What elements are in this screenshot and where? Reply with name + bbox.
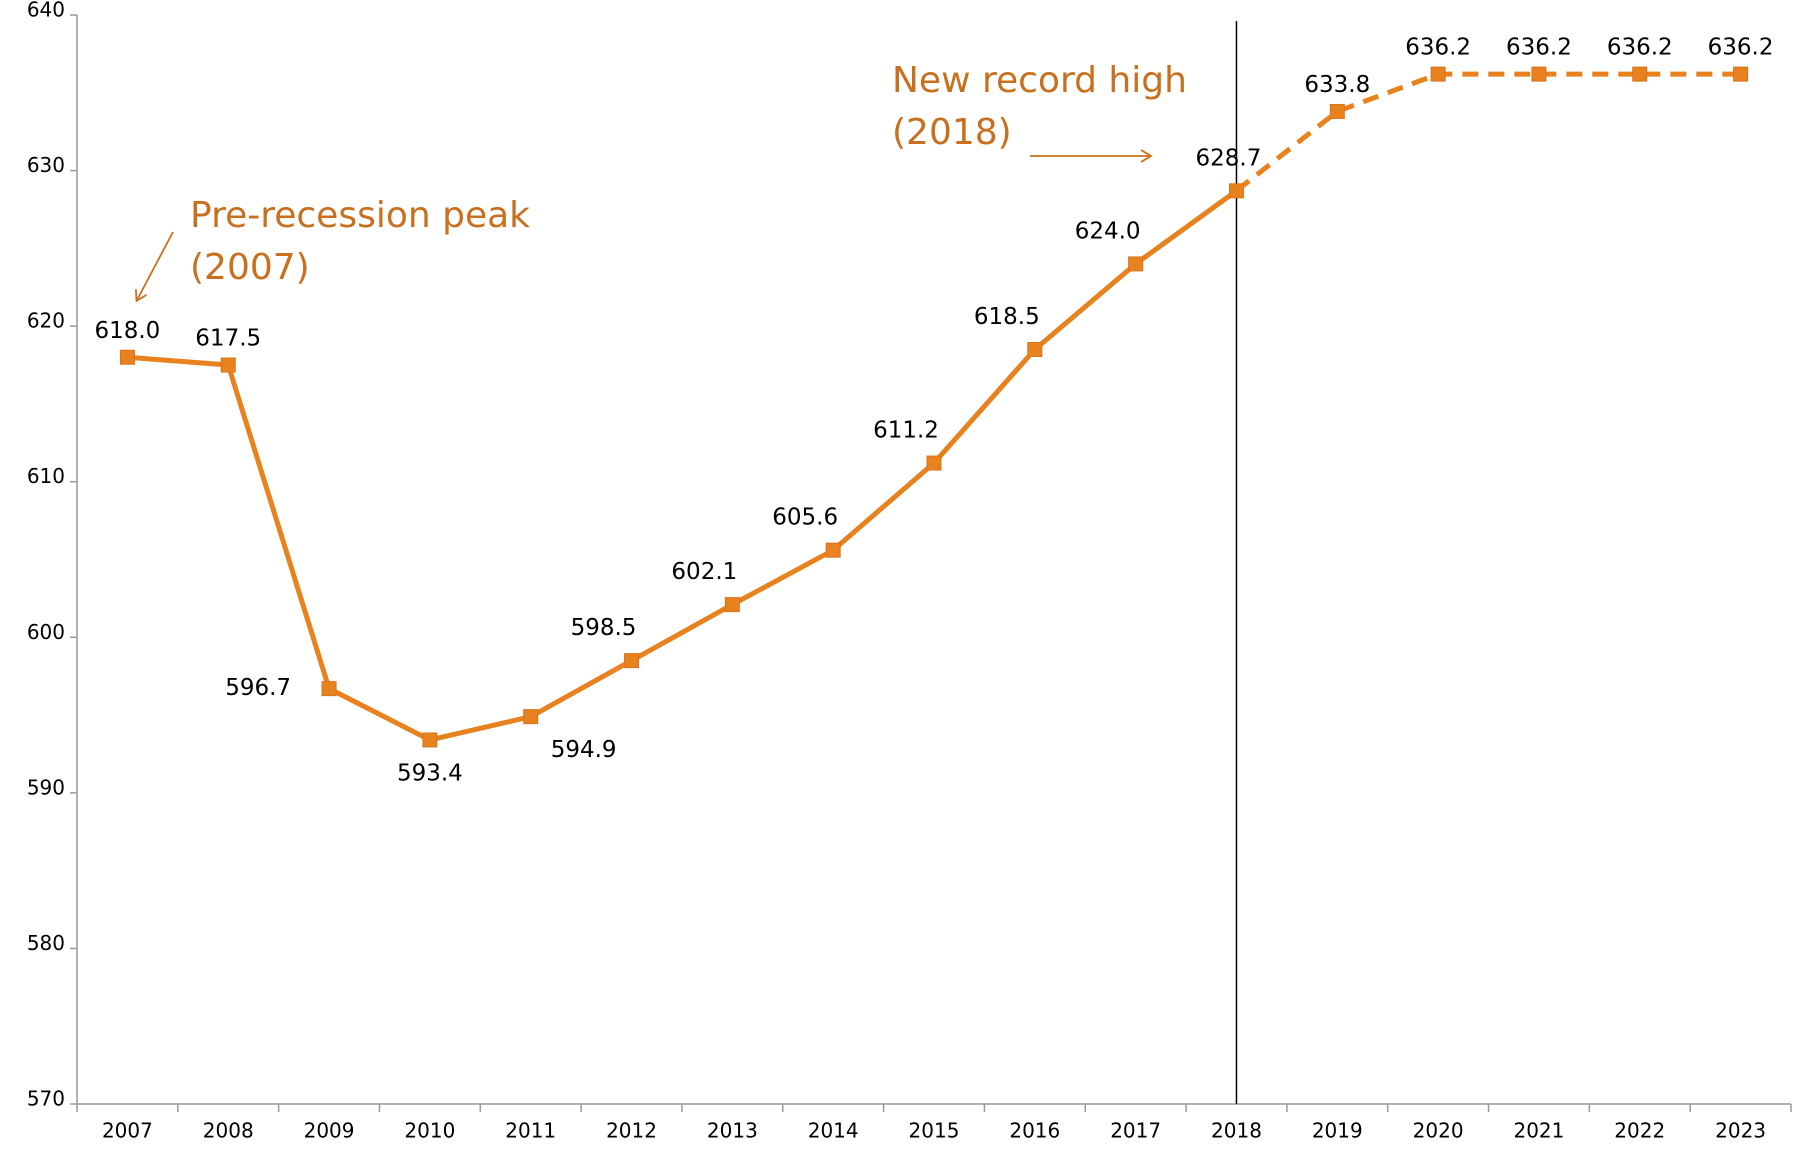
marker — [624, 653, 640, 669]
annotation: New record high — [892, 60, 1187, 101]
data-label: 628.7 — [1196, 145, 1262, 171]
x-tick-label: 2010 — [404, 1119, 455, 1143]
data-label: 618.0 — [94, 318, 160, 344]
y-tick-label: 570 — [27, 1087, 65, 1111]
annotation: Pre-recession peak — [190, 195, 530, 236]
marker — [220, 357, 236, 373]
x-tick-label: 2020 — [1413, 1119, 1464, 1143]
annotation-arrow — [135, 231, 174, 303]
marker — [119, 349, 135, 365]
data-label: 602.1 — [671, 559, 737, 585]
marker — [1632, 66, 1648, 82]
data-label: 594.9 — [551, 737, 617, 763]
marker — [422, 732, 438, 748]
x-tick-label: 2017 — [1110, 1119, 1161, 1143]
marker — [1531, 66, 1547, 82]
data-label: 636.2 — [1506, 35, 1572, 61]
x-tick-label: 2023 — [1715, 1119, 1766, 1143]
x-tick-label: 2018 — [1211, 1119, 1262, 1143]
x-tick-label: 2012 — [606, 1119, 657, 1143]
x-tick-label: 2016 — [1009, 1119, 1060, 1143]
marker — [1733, 66, 1749, 82]
y-tick-label: 630 — [27, 153, 65, 177]
marker — [1228, 183, 1244, 199]
x-tick-label: 2009 — [304, 1119, 355, 1143]
marker — [321, 681, 337, 697]
data-line — [127, 188, 1238, 743]
x-tick-label: 2021 — [1513, 1119, 1564, 1143]
annotation: (2007) — [190, 247, 310, 288]
y-tick-label: 600 — [27, 620, 65, 644]
data-label: 611.2 — [873, 418, 939, 444]
data-label: 598.5 — [571, 615, 637, 641]
marker — [1128, 256, 1144, 272]
data-label: 596.7 — [225, 675, 291, 701]
marker — [926, 455, 942, 471]
y-tick-label: 590 — [27, 775, 65, 799]
x-tick-label: 2022 — [1614, 1119, 1665, 1143]
marker — [1329, 103, 1345, 119]
y-tick-label: 610 — [27, 464, 65, 488]
data-label: 636.2 — [1708, 35, 1774, 61]
x-tick-label: 2008 — [203, 1119, 254, 1143]
x-tick-label: 2019 — [1312, 1119, 1363, 1143]
data-label: 617.5 — [195, 326, 261, 352]
annotation: (2018) — [892, 112, 1012, 153]
marker — [825, 542, 841, 558]
y-tick-label: 620 — [27, 309, 65, 333]
marker — [1430, 66, 1446, 82]
marker — [1027, 341, 1043, 357]
data-label: 605.6 — [772, 505, 838, 531]
marker — [523, 709, 539, 725]
x-tick-label: 2013 — [707, 1119, 758, 1143]
data-label: 636.2 — [1405, 35, 1471, 61]
y-tick-label: 580 — [27, 931, 65, 955]
x-tick-label: 2007 — [102, 1119, 153, 1143]
data-label: 593.4 — [397, 760, 463, 786]
x-tick-label: 2015 — [909, 1119, 960, 1143]
data-line — [1234, 71, 1741, 193]
x-tick-label: 2011 — [505, 1119, 556, 1143]
data-label: 624.0 — [1075, 218, 1141, 244]
data-label: 633.8 — [1304, 72, 1370, 98]
data-label: 618.5 — [974, 304, 1040, 330]
data-label: 636.2 — [1607, 35, 1673, 61]
marker — [724, 597, 740, 613]
x-tick-label: 2014 — [808, 1119, 859, 1143]
y-tick-label: 640 — [27, 0, 65, 22]
